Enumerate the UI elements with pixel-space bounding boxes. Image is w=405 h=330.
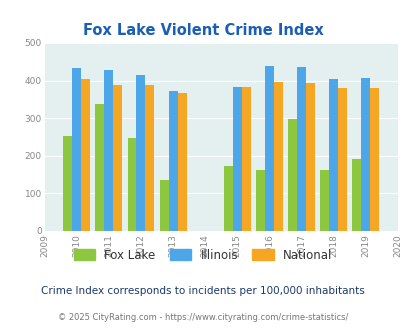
- Bar: [328, 79, 337, 231]
- Bar: [168, 91, 177, 231]
- Legend: Fox Lake, Illinois, National: Fox Lake, Illinois, National: [69, 244, 336, 266]
- Bar: [145, 85, 154, 231]
- Bar: [136, 75, 145, 231]
- Bar: [352, 159, 360, 231]
- Bar: [264, 66, 273, 231]
- Bar: [360, 78, 369, 231]
- Bar: [159, 180, 168, 231]
- Text: Crime Index corresponds to incidents per 100,000 inhabitants: Crime Index corresponds to incidents per…: [41, 286, 364, 296]
- Bar: [72, 68, 81, 231]
- Bar: [241, 87, 250, 231]
- Bar: [223, 166, 232, 231]
- Bar: [288, 118, 296, 231]
- Bar: [95, 104, 104, 231]
- Bar: [127, 138, 136, 231]
- Bar: [255, 170, 264, 231]
- Text: Fox Lake Violent Crime Index: Fox Lake Violent Crime Index: [83, 23, 322, 38]
- Bar: [113, 85, 122, 231]
- Bar: [320, 170, 328, 231]
- Bar: [81, 79, 90, 231]
- Bar: [337, 88, 346, 231]
- Text: © 2025 CityRating.com - https://www.cityrating.com/crime-statistics/: © 2025 CityRating.com - https://www.city…: [58, 313, 347, 322]
- Bar: [369, 88, 378, 231]
- Bar: [177, 93, 186, 231]
- Bar: [305, 83, 314, 231]
- Bar: [296, 67, 305, 231]
- Bar: [104, 70, 113, 231]
- Bar: [273, 82, 282, 231]
- Bar: [232, 87, 241, 231]
- Bar: [63, 136, 72, 231]
